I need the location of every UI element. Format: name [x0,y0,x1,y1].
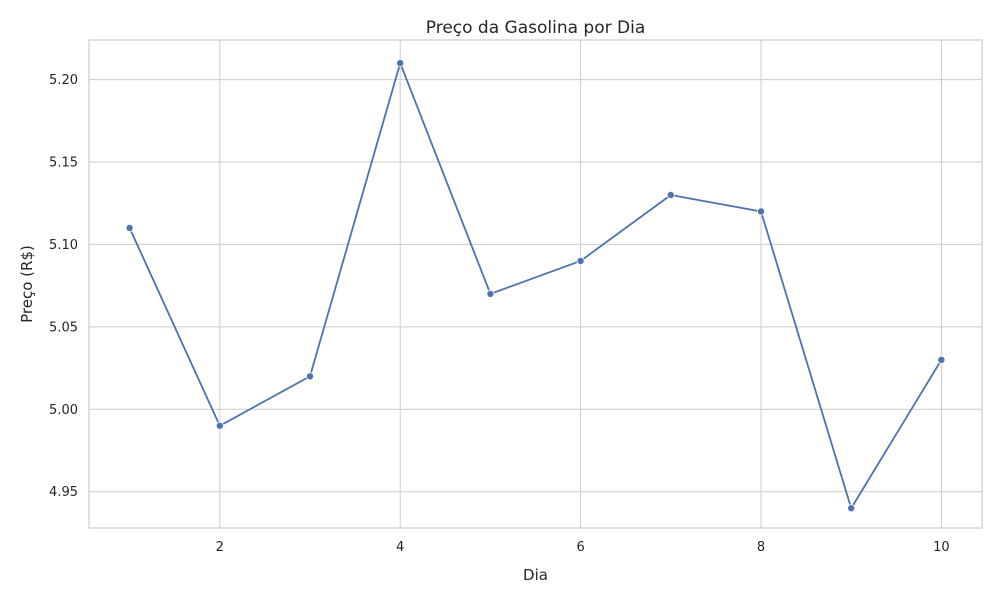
data-point [666,190,675,199]
data-point [937,355,946,364]
plot-frame [88,39,983,529]
x-tick-label: 10 [933,540,950,555]
y-tick-label: 5.20 [49,73,78,88]
y-axis-label: Preço (R$) [18,245,36,323]
series-layer [125,59,946,513]
data-point [847,504,856,513]
data-point [757,207,766,216]
tick-labels: 2 4 6 8 10 4.95 5.00 5.05 5.10 5.15 5.20 [49,73,950,555]
x-tick-label: 2 [216,540,224,555]
x-tick-label: 8 [757,540,765,555]
data-point [305,372,314,381]
y-tick-label: 5.05 [49,320,78,335]
y-tick-label: 5.10 [49,238,78,253]
x-tick-label: 4 [396,540,404,555]
x-axis-label: Dia [523,566,548,584]
data-point [486,289,495,298]
y-tick-label: 5.15 [49,156,78,171]
y-tick-label: 4.95 [49,485,78,500]
series-line [128,62,943,510]
x-tick-label: 6 [576,540,584,555]
chart-title: Preço da Gasolina por Dia [426,18,646,38]
y-tick-label: 5.00 [49,403,78,418]
data-point [576,256,585,265]
data-point [215,421,224,430]
grid-lines [89,40,982,528]
data-point [396,59,405,68]
data-point [125,223,134,232]
